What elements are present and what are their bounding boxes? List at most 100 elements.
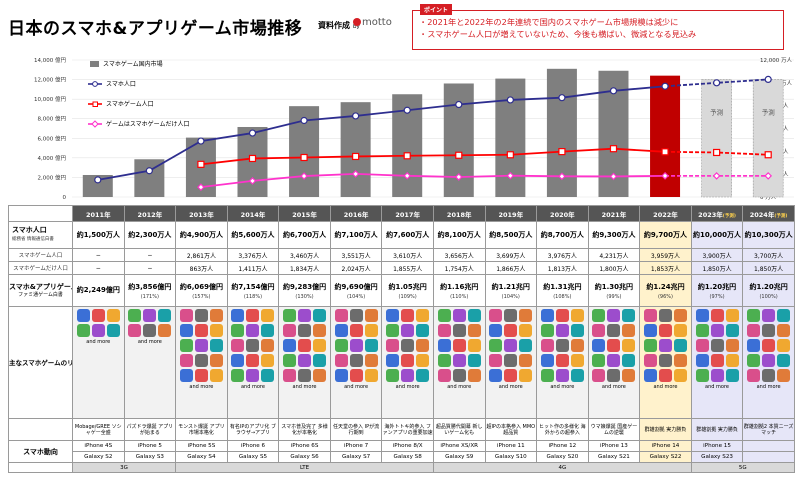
year-cell: 2018年: [432, 205, 486, 222]
release-label: 主なスマホゲームのリリース(一例): [8, 306, 73, 419]
release-cell: and more: [639, 306, 692, 419]
market-growth: (97%): [709, 293, 725, 300]
series-point: [197, 160, 205, 168]
galaxy-cell: Galaxy S9: [432, 451, 486, 463]
series-point: [403, 171, 412, 180]
game-app-icon: [643, 309, 657, 322]
gamers-cell: 3,376万人: [226, 248, 280, 262]
game-app-icon: [622, 309, 636, 322]
year-cell: 2012年: [123, 205, 177, 222]
description-cell: 有名IPのアプリ化 ブラウザ→アプリ: [226, 418, 280, 441]
game-app-icon: [570, 369, 584, 382]
game-app-icon: [209, 339, 223, 352]
game-app-icon: [710, 339, 724, 352]
population-cell: 約8,500万人: [484, 221, 538, 249]
release-row: 主なスマホゲームのリリース(一例) and more and more and mor…: [8, 306, 795, 419]
galaxy-cell: [742, 451, 795, 463]
game-app-icon: [777, 324, 791, 337]
market-label-text: スマホ&アプリゲーム国内市場: [9, 282, 72, 291]
year-cell: 2011年: [72, 205, 125, 222]
galaxy-cell: Galaxy S7: [329, 451, 383, 463]
game-app-icon: [283, 354, 297, 367]
series-point: [351, 170, 360, 178]
market-source: ファミ通ゲーム白書: [18, 291, 63, 298]
game-app-icon: [298, 369, 312, 382]
forecast-label: 予測: [710, 108, 723, 117]
series-point: [713, 79, 721, 87]
game-app-icon: [76, 309, 90, 322]
game-app-icon: [607, 369, 621, 382]
year-text: 2020年: [550, 210, 575, 219]
game-app-icon: [401, 309, 415, 322]
forecast-mark: (予測): [722, 213, 736, 219]
game-app-icon: [416, 324, 430, 337]
gamers-cell: 3,656万人: [432, 248, 486, 262]
left-tick-label: 10,000 億円: [34, 95, 66, 103]
game-app-icon: [231, 369, 245, 382]
game-app-icon: [570, 324, 584, 337]
game-app-icon: [540, 339, 554, 352]
game-app-icon: [158, 324, 172, 337]
market-growth: (96%): [657, 293, 673, 300]
game-app-icon: [179, 309, 193, 322]
game-app-icon: [467, 324, 481, 337]
market-chart: 0 2,000 億円 4,000 億円 6,000 億円 8,000 億円 10,000 …: [34, 56, 794, 201]
market-value: 約6,069億円: [179, 282, 223, 291]
game-icon-grid: [641, 309, 691, 382]
game-app-icon: [452, 324, 466, 337]
game-app-icon: [209, 354, 223, 367]
and-more-text: and more: [86, 339, 111, 345]
market-value: 約1.24兆円: [646, 282, 685, 291]
gameonly-cell: 1,813万人: [536, 261, 589, 275]
series-point: [403, 152, 411, 160]
bar: [82, 174, 113, 197]
gamers-cell: 3,699万人: [484, 248, 538, 262]
game-app-icon: [261, 354, 275, 367]
year-text: 2014年: [240, 210, 266, 219]
release-label-text: 主なスマホゲームのリリース(一例): [9, 359, 73, 367]
game-app-icon: [622, 324, 636, 337]
motto-logo: motto: [353, 17, 392, 28]
series-point: [248, 154, 257, 163]
series-point: [300, 153, 308, 162]
iphone-cell: iPhone 8/X: [381, 440, 434, 452]
game-app-icon: [179, 354, 193, 367]
gamers-label: スマホゲーム人口: [8, 248, 73, 262]
series-point: [197, 137, 205, 145]
game-app-icon: [386, 354, 400, 367]
point-tag: ポイント: [420, 4, 453, 15]
network-generation-cell: 5G: [690, 462, 795, 473]
and-more-text: and more: [344, 384, 369, 390]
description-cell: 海外トトキ的参入 ファンアプリの重要加速: [381, 418, 434, 441]
game-app-icon: [725, 354, 739, 367]
game-app-icon: [313, 354, 327, 367]
iphone-cell: iPhone 4S: [72, 440, 125, 452]
game-app-icon: [194, 339, 208, 352]
gameonly-cell: 1,850万人: [742, 261, 795, 275]
population-row: スマホ人口 総務省 情報通信白書 約1,500万人 約2,300万人 約4,900万人約…: [8, 221, 795, 249]
network-generation-cell: 4G: [432, 462, 692, 473]
game-app-icon: [658, 309, 672, 322]
network-generation-cell: 3G: [71, 462, 177, 473]
market-growth: (157%): [192, 293, 211, 300]
description-cell: 群雄割拠2 本質ニーズマッチ: [742, 418, 795, 441]
gamers-cell: −: [123, 248, 177, 262]
year-cell: 2013年: [175, 205, 228, 222]
game-app-icon: [364, 354, 378, 367]
game-app-icon: [437, 354, 451, 367]
source-label: 資料作成: [318, 21, 350, 30]
description-cell: 超品質勝代開幕 新しいゲーム化も: [432, 418, 486, 441]
game-app-icon: [298, 339, 312, 352]
and-more-text: and more: [447, 384, 472, 390]
game-app-icon: [710, 369, 724, 382]
gamers-cell: 3,900万人: [690, 248, 744, 262]
population-cell: 約10,300万人: [742, 221, 795, 249]
game-icon-grid: [125, 309, 175, 337]
iphone-cell: iPhone 13: [587, 440, 641, 452]
year-text: 2015年: [292, 210, 317, 219]
game-app-icon: [313, 339, 327, 352]
population-cell: 約8,700万人: [536, 221, 589, 249]
market-cell: 約1.16兆円 (110%): [432, 274, 486, 307]
game-app-icon: [570, 309, 584, 322]
